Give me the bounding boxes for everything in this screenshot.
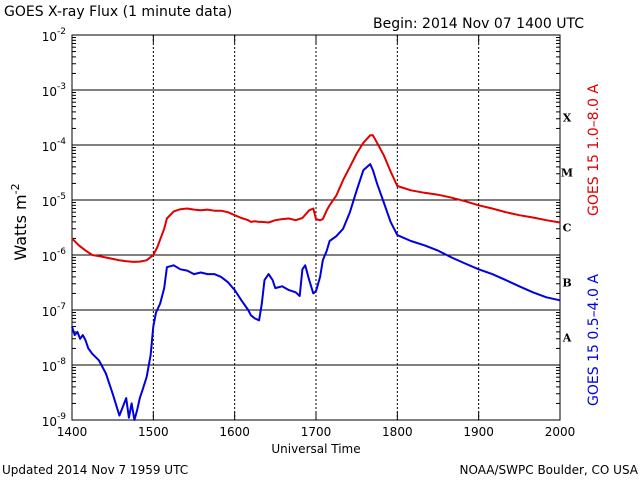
flare-class-label: B <box>562 277 571 290</box>
y-tick-label-base: 10 <box>42 140 57 154</box>
x-tick-label: 1900 <box>463 425 494 439</box>
y-axis-label-exponent: -2 <box>9 183 22 194</box>
y-tick-label-exponent: -7 <box>57 302 66 312</box>
y-tick-label: 10-7 <box>42 302 66 319</box>
x-axis-label: Universal Time <box>271 442 360 456</box>
y-tick-label: 10-6 <box>42 247 67 264</box>
chart-title: GOES X-ray Flux (1 minute data) <box>4 4 232 20</box>
credit-text: NOAA/SWPC Boulder, CO USA <box>460 463 639 477</box>
series-layer <box>71 134 561 421</box>
y-tick-label-exponent: -3 <box>57 82 66 92</box>
y-tick-label-base: 10 <box>42 30 57 44</box>
flare-class-label: A <box>562 332 572 345</box>
y-tick-label-exponent: -2 <box>57 27 66 37</box>
y-tick-label-exponent: -6 <box>57 247 66 257</box>
y-axis-label-group: Watts m-2 <box>9 183 30 260</box>
y-axis-label: Watts m-2 <box>9 183 30 260</box>
series-line-short <box>71 163 561 421</box>
x-tick-label: 2000 <box>545 425 576 439</box>
y-tick-label-exponent: -8 <box>57 357 66 367</box>
y-axis-label-text: Watts m <box>11 194 30 260</box>
y-tick-label-exponent: -5 <box>57 192 66 202</box>
y-tick-label-exponent: -4 <box>57 137 66 147</box>
x-tick-label: 1400 <box>57 425 88 439</box>
updated-timestamp: Updated 2014 Nov 7 1959 UTC <box>2 463 188 477</box>
begin-time: Begin: 2014 Nov 07 1400 UTC <box>373 16 584 32</box>
label-layer: 1400 1500 1600 1700 1800 1900 200010-910-810-7… <box>42 27 576 439</box>
x-tick-label: 1800 <box>382 425 413 439</box>
y-tick-label-base: 10 <box>42 415 57 429</box>
y-tick-label-base: 10 <box>42 195 57 209</box>
x-tick-label: 1700 <box>301 425 332 439</box>
tick-layer <box>71 35 561 421</box>
legend-long-channel: GOES 15 1.0–8.0 A <box>586 84 602 216</box>
y-tick-label-exponent: -9 <box>57 412 66 422</box>
legend-short-channel: GOES 15 0.5–4.0 A <box>586 274 602 406</box>
x-tick-label: 1600 <box>219 425 250 439</box>
series-line-long <box>71 134 561 263</box>
flare-class-label: X <box>563 112 572 125</box>
y-tick-label: 10-4 <box>42 137 67 154</box>
x-tick-label: 1500 <box>138 425 169 439</box>
y-tick-label: 10-5 <box>42 192 66 209</box>
y-tick-label: 10-9 <box>42 412 67 429</box>
y-tick-label-base: 10 <box>42 360 57 374</box>
y-tick-label: 10-2 <box>42 27 66 44</box>
y-tick-label-base: 10 <box>42 305 57 319</box>
y-tick-label: 10-3 <box>42 82 66 99</box>
y-tick-label: 10-8 <box>42 357 67 374</box>
y-tick-label-base: 10 <box>42 85 57 99</box>
grid-layer <box>72 35 560 420</box>
y-tick-label-base: 10 <box>42 250 57 264</box>
flare-class-label: C <box>563 222 572 235</box>
flare-class-label: M <box>561 167 573 180</box>
